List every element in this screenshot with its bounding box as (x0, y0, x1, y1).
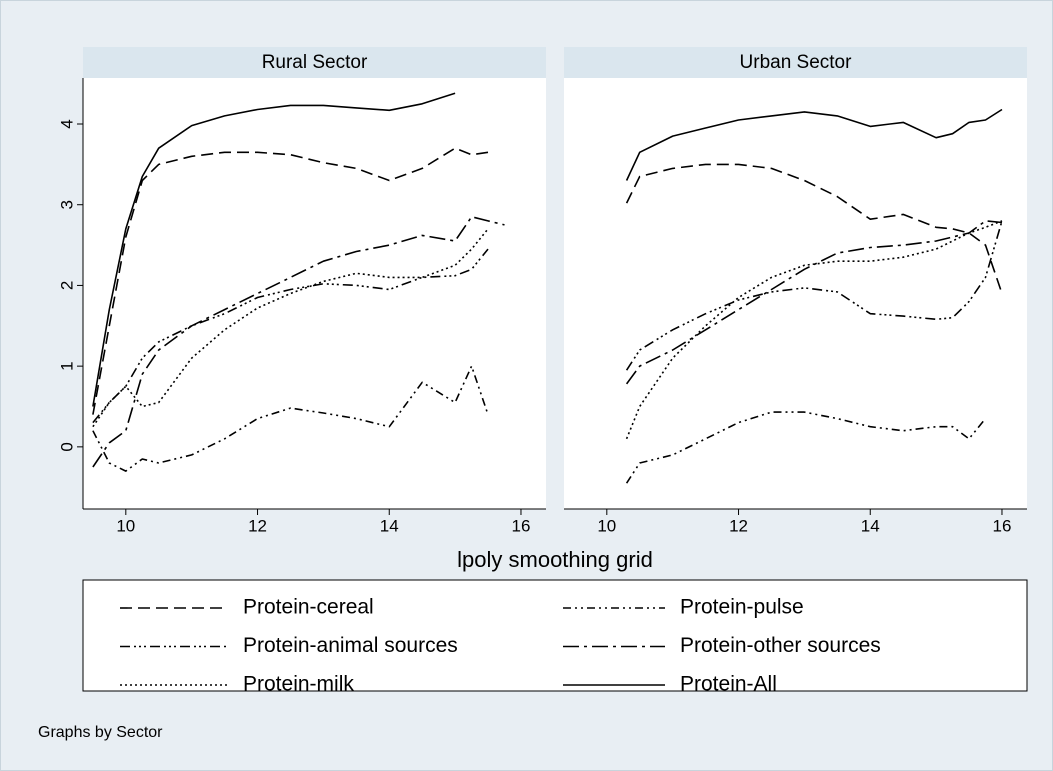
panel-title: Urban Sector (740, 52, 853, 73)
series-line (92, 92, 456, 407)
y-tick-label: 2 (57, 281, 76, 290)
x-tick-label: 10 (597, 516, 616, 535)
series-line (625, 220, 1003, 385)
series-line (92, 228, 489, 428)
legend-label: Protein-All (680, 673, 777, 696)
x-tick-label: 12 (729, 516, 748, 535)
legend-label: Protein-cereal (243, 596, 374, 619)
x-axis-title: lpoly smoothing grid (457, 547, 653, 572)
legend-label: Protein-pulse (680, 596, 804, 619)
series-line (625, 163, 1003, 294)
x-tick-label: 16 (993, 516, 1012, 535)
y-tick-label: 3 (57, 200, 76, 209)
legend-label: Protein-milk (243, 673, 354, 696)
series-line (92, 365, 489, 472)
x-tick-label: 10 (116, 516, 135, 535)
panel-title: Rural Sector (262, 52, 368, 73)
series-line (92, 216, 505, 468)
x-tick-label: 14 (380, 516, 399, 535)
legend-label: Protein-other sources (680, 634, 881, 657)
strip (83, 47, 546, 78)
y-tick-label: 0 (57, 442, 76, 451)
x-tick-label: 14 (861, 516, 880, 535)
x-tick-label: 12 (248, 516, 267, 535)
series-line (92, 248, 489, 424)
series-line (625, 220, 1003, 371)
note: Graphs by Sector (38, 724, 163, 741)
legend-label: Protein-animal sources (243, 634, 458, 657)
strip (564, 47, 1027, 78)
y-tick-label: 1 (57, 361, 76, 370)
plot-area (564, 78, 1027, 509)
series-line (625, 220, 1003, 440)
x-tick-label: 16 (512, 516, 531, 535)
plot-area (83, 78, 546, 509)
y-tick-label: 4 (57, 119, 76, 128)
legend (82, 579, 1028, 692)
series-line (92, 147, 489, 415)
series-line (625, 108, 1003, 181)
